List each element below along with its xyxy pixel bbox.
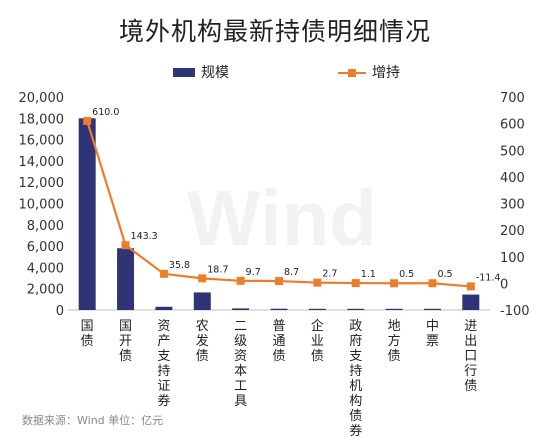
data-label: 9.7 [246, 267, 261, 278]
bar [423, 308, 441, 310]
x-tick-label: 地方债 [388, 319, 401, 364]
data-label: 1.1 [361, 269, 376, 280]
right-tick-label: -100 [500, 304, 530, 319]
x-tick-label: 中票 [426, 319, 439, 349]
data-label: 0.5 [437, 269, 452, 280]
left-tick-label: 6,000 [27, 240, 64, 255]
right-tick-label: 400 [500, 171, 525, 186]
bar [193, 292, 211, 310]
source-note: 数据来源：Wind 单位：亿元 [22, 414, 164, 427]
legend-bar-swatch [173, 68, 195, 77]
line-marker [390, 279, 399, 288]
data-label: 0.5 [399, 269, 414, 280]
data-label: -11.4 [476, 272, 501, 283]
x-tick-label: 国开债 [119, 319, 132, 364]
bar [308, 308, 326, 310]
data-label: 2.7 [322, 269, 337, 280]
line-marker [428, 279, 437, 288]
line-marker [121, 241, 130, 250]
line-marker [83, 116, 92, 125]
right-tick-label: 600 [500, 118, 525, 133]
left-tick-label: 12,000 [19, 176, 65, 191]
bar [462, 294, 480, 310]
line-series: 610.0 143.3 35.8 18.7 9.7 8.7 2.7 1.1 0.5 0.5 -11.… [83, 107, 501, 291]
right-tick-label: 300 [500, 198, 525, 213]
x-tick-label: 进出口行债 [464, 319, 477, 394]
bar [270, 308, 288, 310]
x-tick-label: 政府支持机构债券 [349, 319, 362, 437]
bar [78, 118, 96, 310]
right-tick-label: 100 [500, 251, 525, 266]
x-tick-label: 企业债 [311, 318, 324, 364]
left-tick-label: 8,000 [27, 219, 64, 234]
right-tick-label: 700 [500, 91, 525, 106]
legend: 规模 增持 [0, 63, 550, 83]
left-tick-label: 14,000 [19, 155, 65, 170]
line-marker [313, 278, 322, 287]
left-tick-label: 0 [56, 304, 64, 319]
bar [385, 308, 403, 310]
left-tick-label: 20,000 [19, 91, 65, 106]
x-tick-label: 二级资本工具 [234, 319, 247, 409]
data-label: 610.0 [92, 107, 119, 118]
watermark: Wind [187, 174, 377, 262]
bar [232, 308, 250, 310]
bar [117, 248, 135, 310]
line-marker [466, 282, 475, 291]
line-marker [275, 277, 283, 286]
bar-series [78, 118, 480, 310]
legend-bar-label: 规模 [201, 65, 229, 81]
x-tick-label: 资产支持证券 [157, 319, 170, 409]
left-tick-label: 18,000 [19, 112, 65, 127]
data-label: 35.8 [169, 260, 190, 271]
left-y-axis: 0 2,000 4,000 6,000 8,000 10,000 12,000 14,000 1… [19, 91, 65, 319]
line-marker [351, 279, 360, 288]
legend-line-label: 增持 [372, 65, 400, 81]
right-tick-label: 0 [500, 277, 508, 292]
line-marker [236, 276, 245, 285]
left-tick-label: 16,000 [19, 134, 65, 149]
x-axis-labels: 国债 国开债 资产支持证券 农发债 二级资本工具 普通债 企业债 政府支持机构债券 地方债 中票进… [81, 318, 478, 437]
chart-title: 境外机构最新持债明细情况 [118, 17, 431, 46]
line-marker [198, 274, 207, 283]
bar [155, 306, 173, 310]
line-marker [159, 269, 168, 278]
right-tick-label: 500 [500, 144, 525, 159]
data-label: 143.3 [131, 231, 158, 242]
left-tick-label: 4,000 [27, 261, 64, 276]
bar [347, 308, 365, 310]
x-tick-label: 普通债 [272, 319, 285, 364]
legend-line-swatch [338, 69, 366, 77]
data-label: 18.7 [207, 264, 228, 275]
x-tick-label: 国债 [81, 319, 94, 349]
x-tick-label: 农发债 [196, 319, 209, 364]
right-tick-label: 200 [500, 224, 525, 239]
left-tick-label: 10,000 [19, 198, 65, 213]
left-tick-label: 2,000 [27, 283, 64, 298]
right-y-axis: -100 0 100 200 300 400 500 600 700 [500, 91, 530, 319]
data-label: 8.7 [284, 267, 299, 278]
